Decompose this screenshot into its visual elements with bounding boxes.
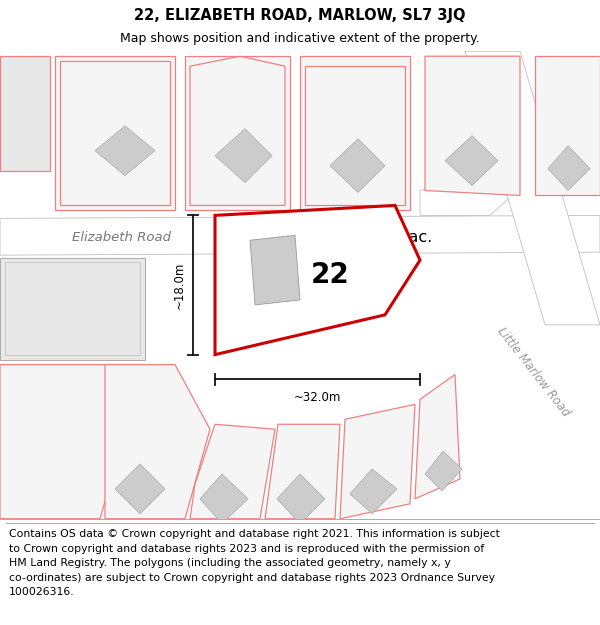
Polygon shape xyxy=(105,364,210,519)
Polygon shape xyxy=(415,374,460,499)
Text: Little Marlow Road: Little Marlow Road xyxy=(494,324,572,419)
Polygon shape xyxy=(185,56,290,211)
Polygon shape xyxy=(190,424,275,519)
Polygon shape xyxy=(425,56,520,196)
Polygon shape xyxy=(115,464,165,514)
Polygon shape xyxy=(95,126,155,176)
Polygon shape xyxy=(300,56,410,211)
Text: 22, ELIZABETH ROAD, MARLOW, SL7 3JQ: 22, ELIZABETH ROAD, MARLOW, SL7 3JQ xyxy=(134,8,466,23)
Text: 22: 22 xyxy=(311,261,349,289)
Polygon shape xyxy=(0,56,50,171)
Polygon shape xyxy=(445,136,498,186)
Polygon shape xyxy=(0,364,145,519)
Polygon shape xyxy=(330,139,385,192)
Polygon shape xyxy=(265,424,340,519)
Polygon shape xyxy=(215,129,272,182)
Polygon shape xyxy=(420,131,600,216)
Polygon shape xyxy=(250,235,300,305)
Polygon shape xyxy=(425,451,462,491)
Polygon shape xyxy=(215,206,420,354)
Polygon shape xyxy=(277,474,325,524)
Polygon shape xyxy=(465,51,600,325)
Text: Contains OS data © Crown copyright and database right 2021. This information is : Contains OS data © Crown copyright and d… xyxy=(9,529,500,597)
Text: Map shows position and indicative extent of the property.: Map shows position and indicative extent… xyxy=(120,32,480,45)
Polygon shape xyxy=(535,56,600,196)
Polygon shape xyxy=(350,469,397,514)
Text: ~414m²/~0.102ac.: ~414m²/~0.102ac. xyxy=(278,230,432,245)
Text: Elizabeth Road: Elizabeth Road xyxy=(72,231,171,244)
Polygon shape xyxy=(0,216,600,255)
Polygon shape xyxy=(200,474,248,524)
Polygon shape xyxy=(55,56,175,211)
Polygon shape xyxy=(0,258,145,359)
Polygon shape xyxy=(340,404,415,519)
Polygon shape xyxy=(548,146,590,191)
Text: ~32.0m: ~32.0m xyxy=(294,391,341,404)
Text: ~18.0m: ~18.0m xyxy=(173,261,185,309)
